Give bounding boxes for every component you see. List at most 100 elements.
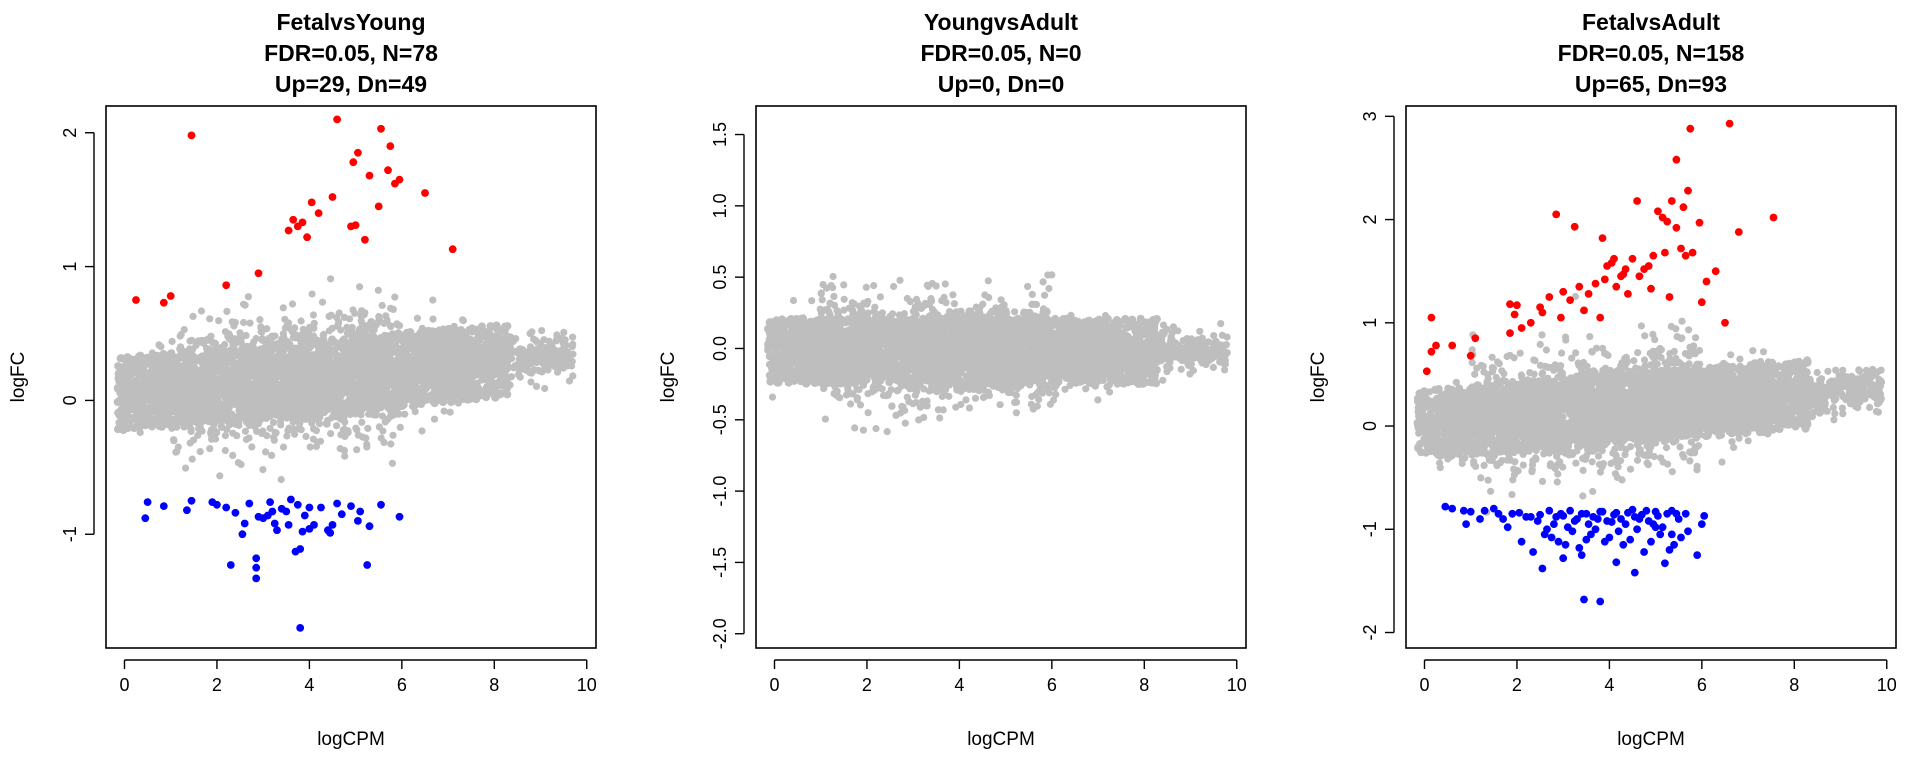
data-point	[472, 395, 481, 404]
data-point	[486, 344, 495, 353]
data-point	[378, 301, 386, 310]
data-point	[400, 350, 409, 359]
data-point	[341, 432, 349, 440]
data-point	[440, 407, 448, 415]
data-point	[113, 398, 122, 407]
data-point	[281, 371, 290, 380]
data-point	[178, 353, 187, 362]
data-point	[215, 379, 224, 388]
data-point	[216, 344, 225, 353]
data-point	[1061, 385, 1069, 393]
data-point	[562, 341, 570, 349]
data-point	[381, 418, 389, 426]
data-point	[393, 320, 401, 328]
data-point	[222, 503, 231, 512]
data-point	[214, 353, 223, 361]
data-point	[397, 334, 406, 343]
panel-title-line-2: FDR=0.05, N=78	[264, 40, 438, 66]
data-point	[491, 386, 500, 395]
data-point	[386, 322, 394, 330]
data-point	[311, 367, 320, 376]
data-point	[309, 435, 317, 443]
data-point	[458, 386, 467, 395]
data-point	[565, 377, 574, 385]
data-point	[222, 388, 231, 396]
data-point	[396, 384, 405, 393]
data-point	[244, 293, 252, 301]
x-tick-label: 0	[119, 675, 129, 695]
data-point	[208, 498, 217, 506]
data-point	[122, 418, 131, 427]
data-point	[206, 445, 214, 453]
data-point	[433, 346, 442, 355]
data-point	[286, 426, 294, 434]
data-point	[296, 545, 305, 553]
data-point	[180, 326, 188, 334]
data-point	[127, 378, 135, 387]
data-point	[245, 499, 254, 508]
data-point	[218, 405, 226, 413]
data-point	[527, 378, 535, 386]
data-point	[984, 277, 992, 285]
data-point	[554, 368, 562, 376]
data-point	[129, 369, 138, 377]
data-point	[268, 451, 276, 459]
data-point	[447, 327, 456, 336]
data-point	[389, 431, 397, 439]
data-point	[308, 290, 316, 298]
data-point	[365, 410, 373, 418]
data-point	[130, 424, 139, 433]
panel-title-line-1: FetalvsYoung	[276, 9, 425, 35]
data-point	[257, 323, 265, 331]
data-point	[136, 428, 144, 436]
y-tick-label: 0	[60, 395, 80, 405]
data-point	[241, 301, 249, 309]
data-point	[350, 356, 359, 365]
data-point	[339, 399, 348, 408]
data-point	[526, 330, 534, 338]
data-point	[354, 517, 362, 525]
data-point	[223, 307, 231, 315]
data-point	[401, 410, 409, 418]
data-point	[430, 367, 438, 376]
data-point	[357, 317, 365, 325]
data-point	[447, 398, 455, 407]
data-point	[237, 404, 246, 413]
data-point	[406, 390, 415, 399]
data-point	[485, 364, 494, 373]
data-point	[343, 323, 351, 331]
data-point	[288, 407, 297, 416]
data-point	[250, 418, 258, 426]
data-point	[131, 414, 140, 423]
data-point	[369, 400, 378, 409]
data-point	[1159, 376, 1167, 384]
data-point	[553, 354, 562, 362]
data-point	[157, 422, 166, 431]
data-point	[333, 422, 341, 430]
data-point	[420, 379, 429, 388]
data-point	[252, 574, 261, 583]
data-point	[185, 387, 194, 396]
data-point	[341, 360, 350, 369]
data-point	[319, 404, 328, 413]
data-point	[351, 221, 360, 230]
data-point	[562, 354, 570, 362]
data-point	[168, 337, 176, 345]
data-point	[468, 324, 477, 333]
data-point	[281, 315, 289, 323]
data-point	[124, 389, 133, 398]
data-point	[304, 358, 313, 367]
data-point	[259, 413, 268, 422]
data-point	[470, 366, 479, 375]
data-point	[300, 415, 308, 423]
data-point	[503, 322, 512, 331]
data-point	[387, 440, 395, 448]
data-point	[395, 175, 404, 184]
data-point	[284, 388, 293, 396]
data-point	[341, 385, 350, 393]
data-point	[389, 332, 398, 341]
data-point	[452, 363, 461, 372]
data-point	[123, 363, 132, 372]
data-point	[361, 235, 369, 244]
data-point	[141, 514, 150, 523]
